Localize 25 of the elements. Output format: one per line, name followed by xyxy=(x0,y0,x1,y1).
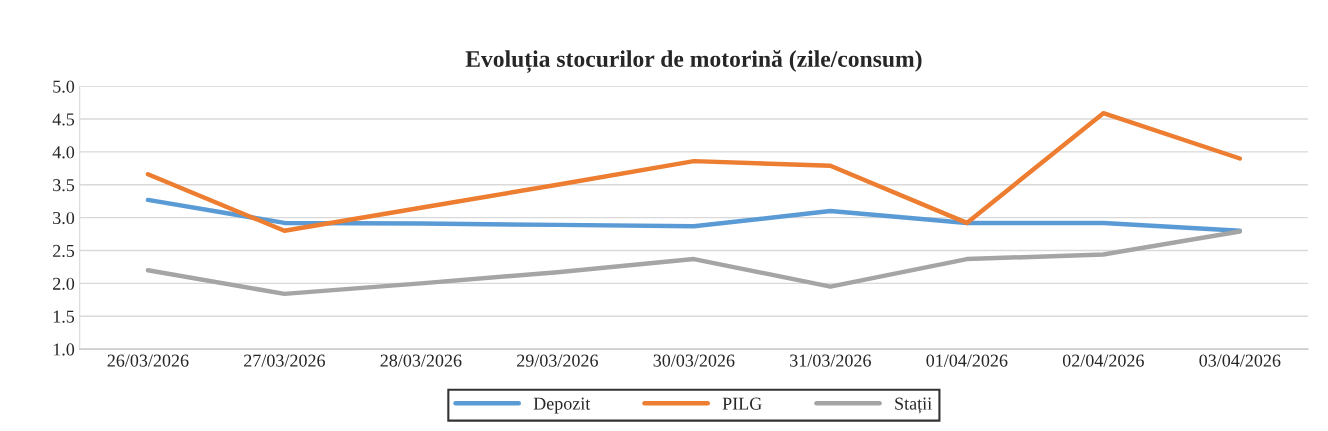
legend-label: Stații xyxy=(895,397,932,414)
chart-title: Evoluția stocurilor de motorină (zile/consum) xyxy=(465,50,922,73)
line-series xyxy=(145,110,1243,234)
y-tick-label: 4.0 xyxy=(52,146,75,159)
x-tick-label: 31/03/2026 xyxy=(790,354,871,367)
y-tick-label: 5.0 xyxy=(53,80,75,93)
legend-label: Depozit xyxy=(533,397,591,414)
y-tick-label: 3.5 xyxy=(53,179,75,192)
x-tick-label: 27/03/2026 xyxy=(244,354,325,367)
line-series xyxy=(145,229,1243,297)
y-tick-label: 3.0 xyxy=(53,211,75,225)
x-tick-label: 29/03/2026 xyxy=(517,354,598,367)
y-tick-label: 1.0 xyxy=(53,343,75,356)
x-tick-label: 01/04/2026 xyxy=(926,354,1008,367)
y-tick-label: 2.0 xyxy=(53,277,75,290)
y-tick-label: 1.5 xyxy=(53,310,75,323)
y-tick-label: 2.5 xyxy=(53,244,75,258)
legend-label: PILG xyxy=(722,397,762,410)
x-tick-label: 28/03/2026 xyxy=(380,354,462,367)
x-tick-label: 03/04/2026 xyxy=(1199,354,1281,367)
x-tick-label: 30/03/2026 xyxy=(653,354,735,367)
line-series xyxy=(145,197,1243,234)
y-tick-label: 4.5 xyxy=(52,113,75,126)
x-tick-label: 02/04/2026 xyxy=(1062,354,1144,367)
x-tick-label: 26/03/2026 xyxy=(107,354,189,367)
